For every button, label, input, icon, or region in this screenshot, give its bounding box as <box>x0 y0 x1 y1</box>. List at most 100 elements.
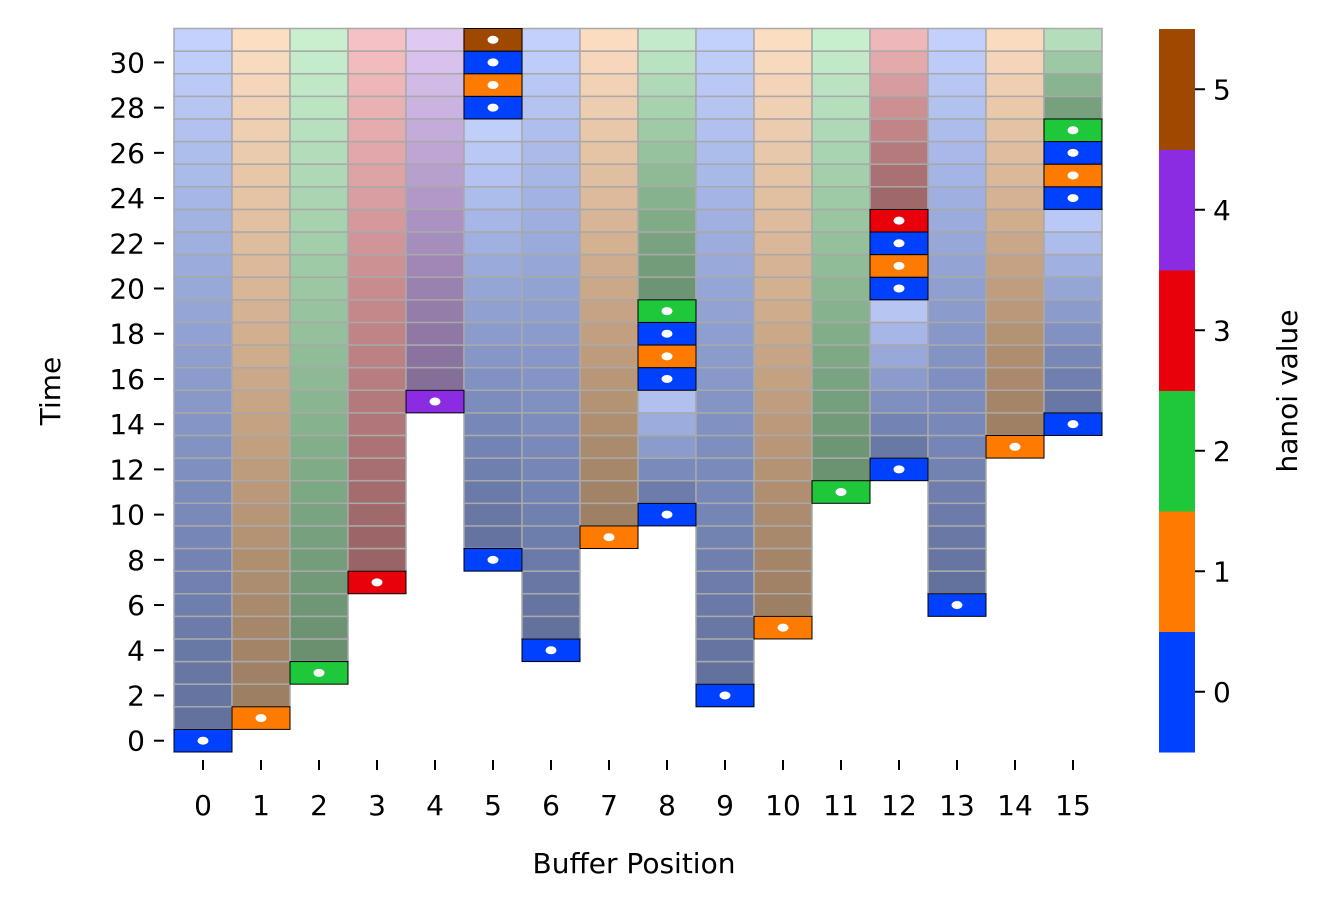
heatmap-cell <box>405 72 465 98</box>
heatmap-cell <box>347 50 407 75</box>
x-tick-label: 7 <box>600 789 618 822</box>
heatmap-cell <box>173 638 233 663</box>
y-tick-label: 8 <box>127 544 145 577</box>
heatmap-cell <box>869 140 929 165</box>
heatmap-cell <box>521 525 581 550</box>
heatmap-cell <box>405 186 465 211</box>
heatmap-cell <box>753 208 813 233</box>
y-tick-label: 24 <box>109 182 145 215</box>
heatmap-cell <box>231 457 291 482</box>
heatmap-cell <box>985 253 1045 278</box>
event-dot <box>893 261 905 270</box>
heatmap-cell <box>753 118 813 143</box>
colorbar-segment <box>1159 270 1195 391</box>
heatmap-cell <box>521 389 581 414</box>
heatmap-cell <box>927 570 987 595</box>
heatmap-cell <box>985 50 1045 75</box>
heatmap-cell <box>173 253 233 278</box>
heatmap-cell <box>231 208 291 233</box>
heatmap-cell <box>811 457 871 482</box>
heatmap-cell <box>231 95 291 120</box>
heatmap-cell <box>579 27 639 52</box>
event-dot <box>893 284 905 293</box>
heatmap-cell <box>579 72 639 98</box>
heatmap-cell <box>173 231 233 256</box>
heatmap-cell <box>521 321 581 346</box>
heatmap-cell <box>289 412 349 437</box>
heatmap-cell <box>1043 208 1103 233</box>
colorbar-segment <box>1159 149 1195 271</box>
heatmap-cell <box>289 592 349 618</box>
heatmap-cell <box>463 389 523 414</box>
heatmap-cell <box>521 344 581 369</box>
heatmap-cell <box>231 140 291 165</box>
heatmap-cell <box>869 118 929 143</box>
heatmap-cell <box>753 276 813 301</box>
heatmap-cell <box>1043 253 1103 278</box>
heatmap-cell <box>405 208 465 233</box>
heatmap-cell <box>347 412 407 437</box>
heatmap-cell <box>347 344 407 369</box>
event-dot <box>197 736 209 745</box>
heatmap-cell <box>695 72 755 98</box>
heatmap-cell <box>231 253 291 278</box>
heatmap-cell <box>173 706 233 731</box>
x-tick-label: 2 <box>310 789 328 822</box>
heatmap-cell <box>927 231 987 256</box>
heatmap-cell <box>521 118 581 143</box>
y-tick-label: 14 <box>109 408 145 441</box>
heatmap-cell <box>463 186 523 211</box>
heatmap-cell <box>1043 321 1103 346</box>
heatmap-cell <box>173 434 233 459</box>
heatmap-cell <box>637 27 697 52</box>
event-dot <box>255 714 267 723</box>
heatmap-cell <box>231 525 291 550</box>
heatmap-cell <box>289 186 349 211</box>
heatmap-cell <box>811 434 871 459</box>
heatmap-cell <box>521 299 581 324</box>
heatmap-cell <box>811 140 871 165</box>
x-axis-label: Buffer Position <box>533 847 736 880</box>
heatmap-cell <box>695 231 755 256</box>
heatmap-cell <box>637 434 697 459</box>
heatmap-cell <box>927 434 987 459</box>
heatmap-cell <box>637 479 697 505</box>
heatmap-cell <box>173 27 233 52</box>
x-tick-label: 10 <box>765 789 801 822</box>
heatmap-cell <box>753 457 813 482</box>
heatmap-cell <box>811 299 871 324</box>
heatmap-cell <box>289 276 349 301</box>
heatmap-cell <box>695 457 755 482</box>
heatmap-cell <box>637 276 697 301</box>
heatmap-cell <box>695 344 755 369</box>
y-tick-label: 6 <box>127 589 145 622</box>
heatmap-cell <box>695 253 755 278</box>
heatmap-cell <box>173 457 233 482</box>
heatmap-cell <box>985 208 1045 233</box>
heatmap-cell <box>231 299 291 324</box>
event-dot <box>371 578 383 587</box>
heatmap-cell <box>811 27 871 52</box>
heatmap-cell <box>231 638 291 663</box>
colorbar-tick-label: 4 <box>1213 194 1231 227</box>
heatmap-cell <box>347 366 407 391</box>
x-tick-label: 1 <box>252 789 270 822</box>
heatmap-cell <box>695 276 755 301</box>
heatmap-cell <box>985 276 1045 301</box>
y-tick-label: 28 <box>109 92 145 125</box>
heatmap-cell <box>869 50 929 75</box>
event-dot <box>1009 442 1021 451</box>
heatmap-cell <box>347 140 407 165</box>
heatmap-cell <box>463 299 523 324</box>
heatmap-cell <box>173 344 233 369</box>
heatmap-cell <box>695 615 755 640</box>
heatmap-cell <box>695 412 755 437</box>
heatmap-cell <box>289 253 349 278</box>
heatmap-cell <box>231 570 291 595</box>
heatmap-cell <box>521 502 581 527</box>
heatmap-cell <box>927 389 987 414</box>
heatmap-cell <box>289 502 349 527</box>
heatmap-cell <box>579 253 639 278</box>
heatmap-cell <box>579 276 639 301</box>
heatmap-cell <box>289 615 349 640</box>
